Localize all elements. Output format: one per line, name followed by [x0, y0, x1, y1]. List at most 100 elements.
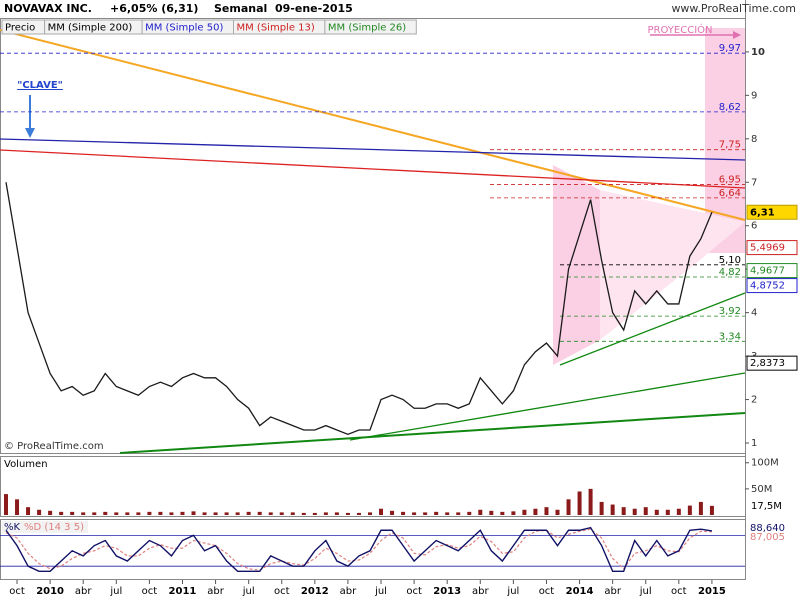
volume-bar	[4, 494, 8, 515]
volume-bar	[654, 509, 659, 515]
x-tick-label: 2015	[698, 586, 726, 597]
change: +6,05% (6,31)	[110, 2, 198, 15]
oscillator-line	[5, 528, 712, 571]
volume-bar	[334, 512, 339, 515]
volume-bar	[566, 499, 571, 515]
volume-bar	[323, 512, 328, 515]
volume-bar	[423, 512, 428, 515]
volume-bar	[599, 501, 604, 515]
volume-bar	[224, 512, 229, 515]
y-tick-label: 1	[751, 438, 757, 449]
volume-bar	[125, 512, 130, 515]
x-tick-label: abr	[340, 586, 357, 597]
legend-entry: MM (Simple 50)	[145, 23, 223, 34]
volume-bar	[290, 512, 295, 515]
volume-bar	[401, 511, 406, 515]
volume-bar	[202, 512, 207, 515]
volume-bar	[246, 511, 251, 515]
volume-bar	[180, 511, 185, 515]
volume-bar	[312, 512, 317, 515]
x-tick-label: 2012	[301, 586, 329, 597]
volume-bar	[632, 508, 637, 515]
price-level-label: 3,34	[719, 331, 741, 342]
volume-bar	[390, 510, 395, 515]
x-tick-label: 2013	[433, 586, 461, 597]
price-label-box	[746, 240, 798, 256]
y-tick-label: 8	[751, 134, 757, 145]
price-level-label: 9,97	[719, 43, 741, 54]
x-tick-label: 2010	[36, 586, 64, 597]
volume-bar	[257, 511, 262, 515]
legend-entry: MM (Simple 26)	[328, 23, 406, 34]
oscillator-value-box	[747, 532, 797, 542]
x-tick-label: oct	[671, 586, 687, 597]
y-tick-label: 50M	[751, 484, 772, 495]
x-tick-label: jul	[374, 586, 387, 597]
y-tick-label: 2	[751, 395, 757, 406]
key-annotation: "CLAVE"	[17, 80, 63, 91]
volume-bar	[213, 512, 218, 515]
legend-box	[324, 19, 417, 35]
projection-annotation: PROYECCIÓN	[648, 23, 713, 36]
volume-title: Volumen	[4, 459, 48, 470]
date: 09-ene-2015	[275, 2, 353, 15]
oscillator-line	[5, 526, 713, 573]
volume-bar	[81, 512, 86, 515]
volume-bar	[114, 512, 119, 515]
y-tick-label: 6	[751, 221, 757, 232]
trendline	[0, 149, 746, 189]
oscillator-title: %K	[4, 522, 21, 533]
volume-bar	[621, 507, 626, 515]
x-tick-label: oct	[406, 586, 422, 597]
volume-bar	[467, 511, 472, 515]
key-arrow-head	[25, 128, 35, 138]
price-label-box	[746, 204, 798, 220]
volume-bar	[26, 507, 31, 515]
volume-bar	[478, 509, 483, 515]
x-tick-label: oct	[9, 586, 25, 597]
price-level-label: 7,75	[719, 140, 741, 151]
x-tick-label: abr	[75, 586, 92, 597]
legend-entry: MM (Simple 200)	[48, 23, 133, 34]
trendline	[0, 29, 746, 221]
volume-bar	[434, 511, 439, 515]
y-tick-label: 4	[751, 308, 757, 319]
volume-bar	[268, 512, 273, 515]
oscillator-value-box	[747, 523, 797, 533]
volume-bar	[500, 511, 505, 515]
title: NOVAVAX INC.	[4, 2, 92, 15]
price-label: 5,4969	[750, 243, 785, 254]
trendline	[349, 372, 746, 441]
volume-bar	[687, 505, 692, 515]
volume-bar	[445, 512, 450, 515]
price-label-box	[746, 263, 798, 279]
x-tick-label: abr	[604, 586, 621, 597]
price-level-label: 8,62	[719, 102, 741, 113]
volume-bar	[169, 512, 174, 515]
volume-bar	[15, 499, 20, 515]
legend-entry: Precio	[5, 23, 35, 34]
volume-bar	[610, 504, 615, 515]
y-tick-label: 9	[751, 90, 757, 101]
volume-bar	[301, 512, 306, 515]
volume-bar	[489, 510, 494, 515]
price-level-label: 4,82	[719, 267, 741, 278]
volume-bar	[37, 509, 42, 515]
volume-bar	[136, 512, 141, 515]
x-tick-label: jul	[639, 586, 652, 597]
volume-bar	[191, 511, 196, 515]
site: www.ProRealTime.com	[671, 2, 796, 15]
oscillator-legend-box	[2, 521, 88, 533]
volume-bar	[709, 505, 714, 515]
x-tick-label: oct	[142, 586, 158, 597]
volume-last-label: 17,5M	[751, 501, 782, 512]
x-tick-label: oct	[274, 586, 290, 597]
trendline	[559, 292, 746, 366]
price-level-label: 3,92	[719, 306, 741, 317]
volume-bar	[147, 511, 152, 515]
volume-bar	[279, 512, 284, 515]
volume-bar	[555, 509, 560, 515]
volume-bar	[665, 509, 670, 515]
